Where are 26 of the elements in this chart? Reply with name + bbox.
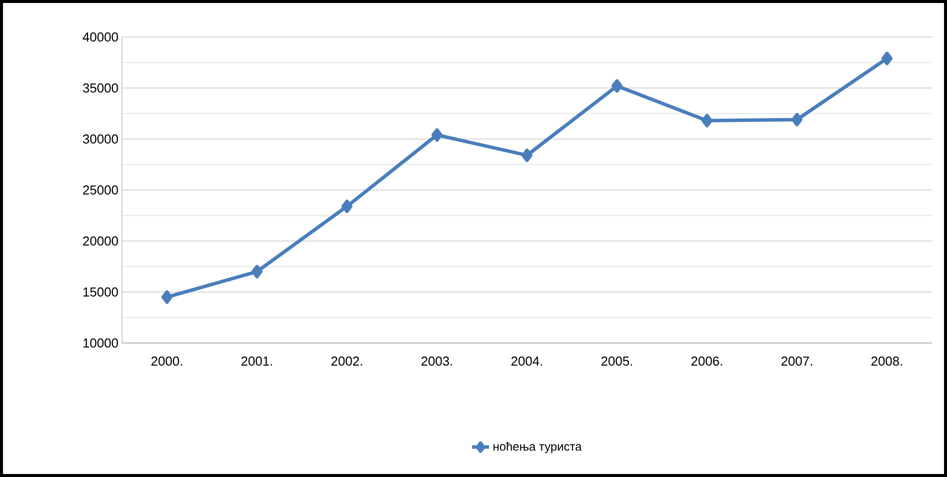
point xyxy=(522,148,533,162)
y-tick-label: 40000 xyxy=(82,32,118,42)
point xyxy=(702,114,713,128)
x-tick-label: 2006. xyxy=(691,356,722,366)
point xyxy=(432,128,443,142)
point xyxy=(882,52,893,66)
point xyxy=(342,200,352,214)
y-tick-label: 25000 xyxy=(83,185,118,195)
point xyxy=(252,264,262,278)
point xyxy=(162,290,172,304)
y-tick-label: 15000 xyxy=(83,287,118,297)
x-tick-label: 2003. xyxy=(421,356,452,366)
x-tick-label: 2001. xyxy=(241,356,272,366)
x-tick-label: 2008. xyxy=(871,356,902,366)
x-tick-label: 2005. xyxy=(601,356,632,366)
point xyxy=(792,112,803,126)
y-tick-label: 30000 xyxy=(82,134,118,144)
x-tick-label: 2004. xyxy=(511,356,542,366)
point xyxy=(612,79,623,93)
y-tick-label: 35000 xyxy=(82,83,118,93)
x-tick-label: 2002. xyxy=(331,356,362,366)
y-tick-label: 10000 xyxy=(83,338,118,348)
x-tick-label: 2000. xyxy=(151,356,182,366)
legend-label: ноћења туриста xyxy=(494,442,582,454)
x-tick-label: 2007. xyxy=(781,356,812,366)
y-tick-label: 20000 xyxy=(83,236,118,246)
